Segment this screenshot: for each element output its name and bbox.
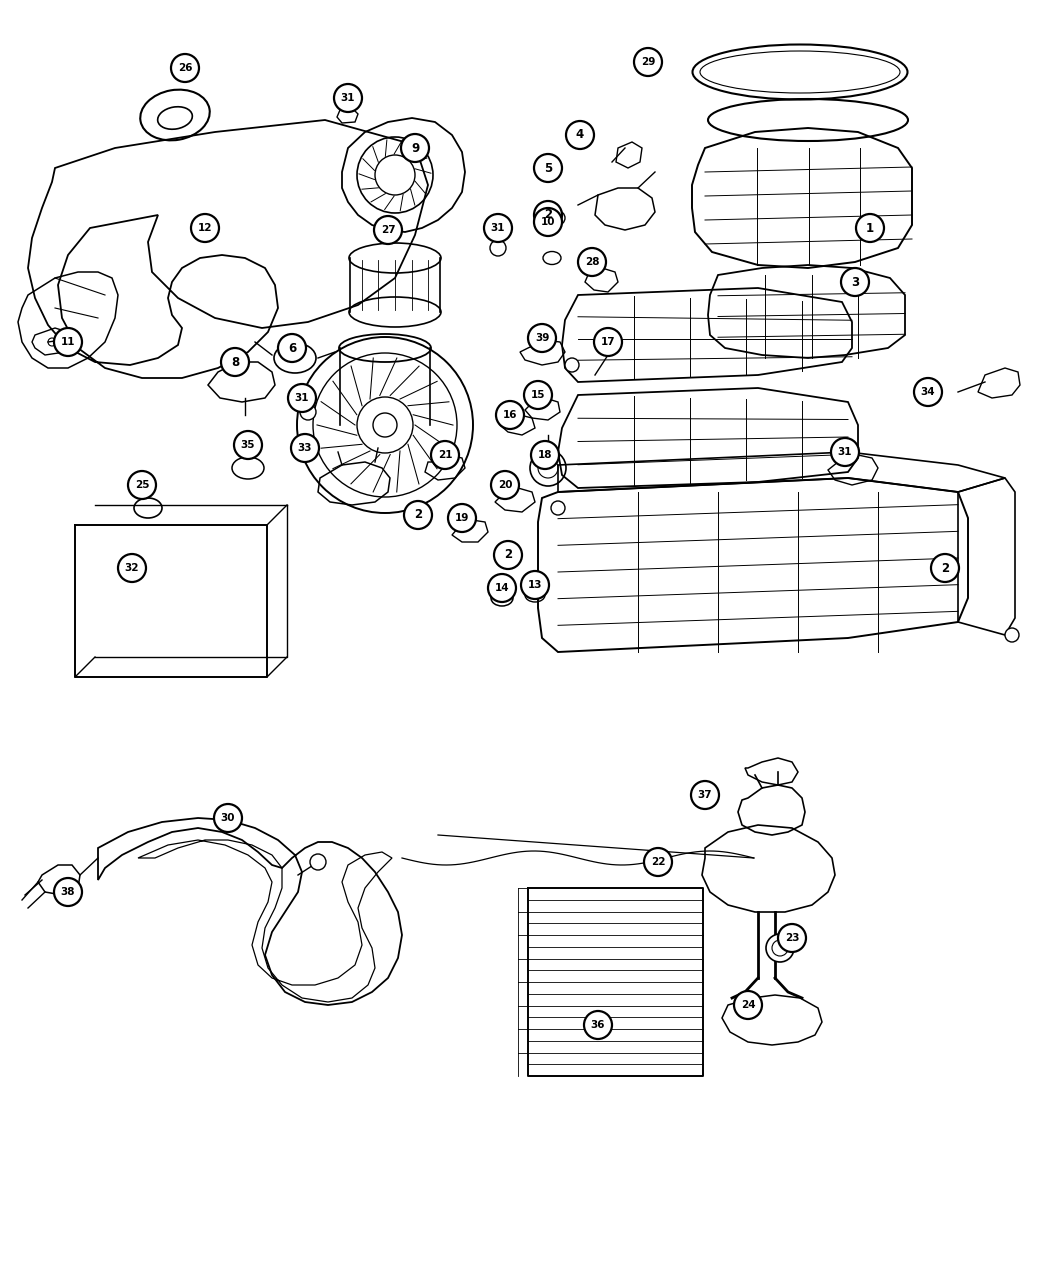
Circle shape bbox=[278, 334, 306, 362]
Circle shape bbox=[831, 439, 859, 465]
Text: 25: 25 bbox=[134, 479, 149, 490]
Circle shape bbox=[856, 214, 884, 242]
Circle shape bbox=[374, 215, 402, 244]
Text: 30: 30 bbox=[220, 813, 235, 822]
Circle shape bbox=[118, 555, 146, 581]
Circle shape bbox=[584, 1011, 612, 1039]
Circle shape bbox=[931, 555, 959, 581]
Text: 1: 1 bbox=[866, 222, 874, 235]
Circle shape bbox=[288, 384, 316, 412]
Text: 5: 5 bbox=[544, 162, 552, 175]
Text: 33: 33 bbox=[298, 442, 312, 453]
Text: 2: 2 bbox=[941, 561, 949, 575]
Circle shape bbox=[691, 782, 719, 810]
Circle shape bbox=[534, 201, 562, 229]
Circle shape bbox=[214, 805, 242, 833]
Circle shape bbox=[488, 574, 516, 602]
Circle shape bbox=[430, 441, 459, 469]
Text: 29: 29 bbox=[640, 57, 655, 68]
Text: 19: 19 bbox=[455, 513, 469, 523]
Circle shape bbox=[524, 381, 552, 409]
Text: 21: 21 bbox=[438, 450, 453, 460]
Text: 8: 8 bbox=[231, 356, 239, 368]
Text: 32: 32 bbox=[125, 564, 140, 572]
Text: 22: 22 bbox=[651, 857, 666, 867]
Circle shape bbox=[551, 501, 565, 515]
Circle shape bbox=[291, 434, 319, 462]
Circle shape bbox=[534, 208, 562, 236]
Text: 20: 20 bbox=[498, 479, 512, 490]
Text: 26: 26 bbox=[177, 62, 192, 73]
Circle shape bbox=[778, 924, 806, 952]
Circle shape bbox=[484, 214, 512, 242]
Text: 2: 2 bbox=[414, 509, 422, 521]
Circle shape bbox=[594, 328, 622, 356]
Text: 35: 35 bbox=[240, 440, 255, 450]
Text: 36: 36 bbox=[591, 1020, 605, 1030]
Text: 23: 23 bbox=[784, 933, 799, 944]
Circle shape bbox=[578, 249, 606, 275]
Circle shape bbox=[54, 328, 82, 356]
Circle shape bbox=[300, 404, 316, 419]
Text: 38: 38 bbox=[61, 887, 76, 898]
Text: 27: 27 bbox=[381, 224, 395, 235]
Circle shape bbox=[490, 240, 506, 256]
Circle shape bbox=[528, 324, 556, 352]
Circle shape bbox=[54, 878, 82, 907]
Text: 2: 2 bbox=[544, 209, 552, 222]
Text: 18: 18 bbox=[538, 450, 552, 460]
Circle shape bbox=[566, 121, 594, 149]
Circle shape bbox=[531, 441, 559, 469]
Text: 37: 37 bbox=[697, 790, 712, 799]
Circle shape bbox=[494, 541, 522, 569]
Text: 11: 11 bbox=[61, 337, 76, 347]
Text: 24: 24 bbox=[740, 1000, 755, 1010]
Circle shape bbox=[534, 154, 562, 182]
Circle shape bbox=[401, 134, 429, 162]
Circle shape bbox=[448, 504, 476, 532]
Circle shape bbox=[491, 470, 519, 499]
Text: 13: 13 bbox=[528, 580, 542, 590]
Text: 31: 31 bbox=[838, 448, 853, 456]
Circle shape bbox=[128, 470, 156, 499]
Circle shape bbox=[234, 431, 262, 459]
Circle shape bbox=[766, 935, 794, 963]
Circle shape bbox=[634, 48, 662, 76]
Circle shape bbox=[521, 571, 549, 599]
Text: 17: 17 bbox=[601, 337, 615, 347]
Text: 39: 39 bbox=[534, 333, 549, 343]
Text: 14: 14 bbox=[495, 583, 509, 593]
Circle shape bbox=[404, 501, 432, 529]
Circle shape bbox=[171, 54, 200, 82]
Circle shape bbox=[191, 214, 219, 242]
Circle shape bbox=[734, 991, 762, 1019]
Text: 28: 28 bbox=[585, 258, 600, 266]
Text: 12: 12 bbox=[197, 223, 212, 233]
Text: 9: 9 bbox=[411, 142, 419, 154]
Circle shape bbox=[1005, 629, 1018, 643]
Text: 31: 31 bbox=[490, 223, 505, 233]
Text: 31: 31 bbox=[295, 393, 310, 403]
Circle shape bbox=[334, 84, 362, 112]
Text: 2: 2 bbox=[504, 548, 512, 561]
Circle shape bbox=[496, 402, 524, 428]
Text: 3: 3 bbox=[850, 275, 859, 288]
Text: 6: 6 bbox=[288, 342, 296, 354]
Text: 34: 34 bbox=[921, 388, 936, 397]
Circle shape bbox=[914, 377, 942, 405]
Circle shape bbox=[220, 348, 249, 376]
Text: 16: 16 bbox=[503, 411, 518, 419]
Circle shape bbox=[644, 848, 672, 876]
Circle shape bbox=[310, 854, 326, 870]
Circle shape bbox=[551, 210, 565, 224]
Circle shape bbox=[841, 268, 869, 296]
Text: 31: 31 bbox=[341, 93, 355, 103]
Text: 10: 10 bbox=[541, 217, 555, 227]
Text: 15: 15 bbox=[530, 390, 545, 400]
Circle shape bbox=[565, 358, 579, 372]
Text: 4: 4 bbox=[575, 129, 584, 142]
